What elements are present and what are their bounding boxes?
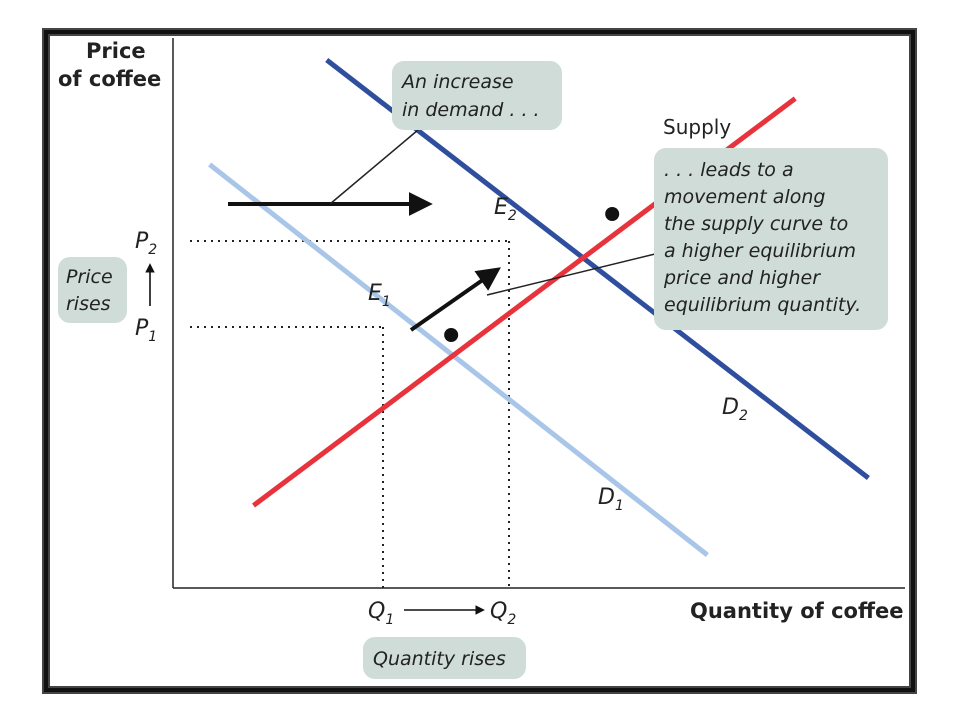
figure-frame: [44, 30, 915, 692]
price-rises-box: [58, 257, 127, 323]
increase-note-box: [392, 61, 562, 130]
quantity-rises-box: [363, 637, 526, 679]
price-rises-line2: rises: [66, 293, 111, 315]
demand-curve-d1: [208, 162, 709, 557]
leads-note-line: price and higher: [663, 267, 821, 289]
d2-label: D2: [722, 395, 748, 424]
leads-callout-pointer: [486, 253, 656, 296]
leads-note-line: the supply curve to: [664, 213, 848, 235]
equilibrium-point-e2: [605, 207, 620, 221]
price-rises-line1: Price: [66, 266, 113, 288]
q1-tick-label: Q1: [368, 599, 394, 628]
e2-label: E2: [494, 195, 517, 224]
quantity-rises-label: Quantity rises: [373, 648, 506, 670]
supply-label: Supply: [663, 115, 731, 139]
p2-tick-label: P2: [135, 229, 157, 258]
increase-callout-pointer: [329, 129, 419, 205]
increase-note-line2: in demand . . .: [402, 99, 540, 121]
leads-note-line: equilibrium quantity.: [664, 294, 861, 316]
leads-note-box: [654, 148, 888, 330]
leads-note-line: a higher equilibrium: [664, 240, 856, 262]
leads-note-line: movement along: [664, 186, 825, 208]
q2-tick-label: Q2: [490, 599, 516, 628]
increase-note-line1: An increase: [400, 71, 514, 93]
x-axis-title: Quantity of coffee: [690, 599, 903, 623]
e1-label: E1: [368, 281, 391, 310]
movement-along-supply-arrow: [409, 267, 501, 332]
equilibrium-point-e1: [444, 328, 459, 342]
d1-label: D1: [598, 485, 624, 514]
y-axis-title: Price: [86, 39, 146, 63]
leads-note-line: . . . leads to a: [664, 159, 794, 181]
p1-tick-label: P1: [135, 316, 157, 345]
y-axis-title-line2: of coffee: [58, 67, 161, 91]
